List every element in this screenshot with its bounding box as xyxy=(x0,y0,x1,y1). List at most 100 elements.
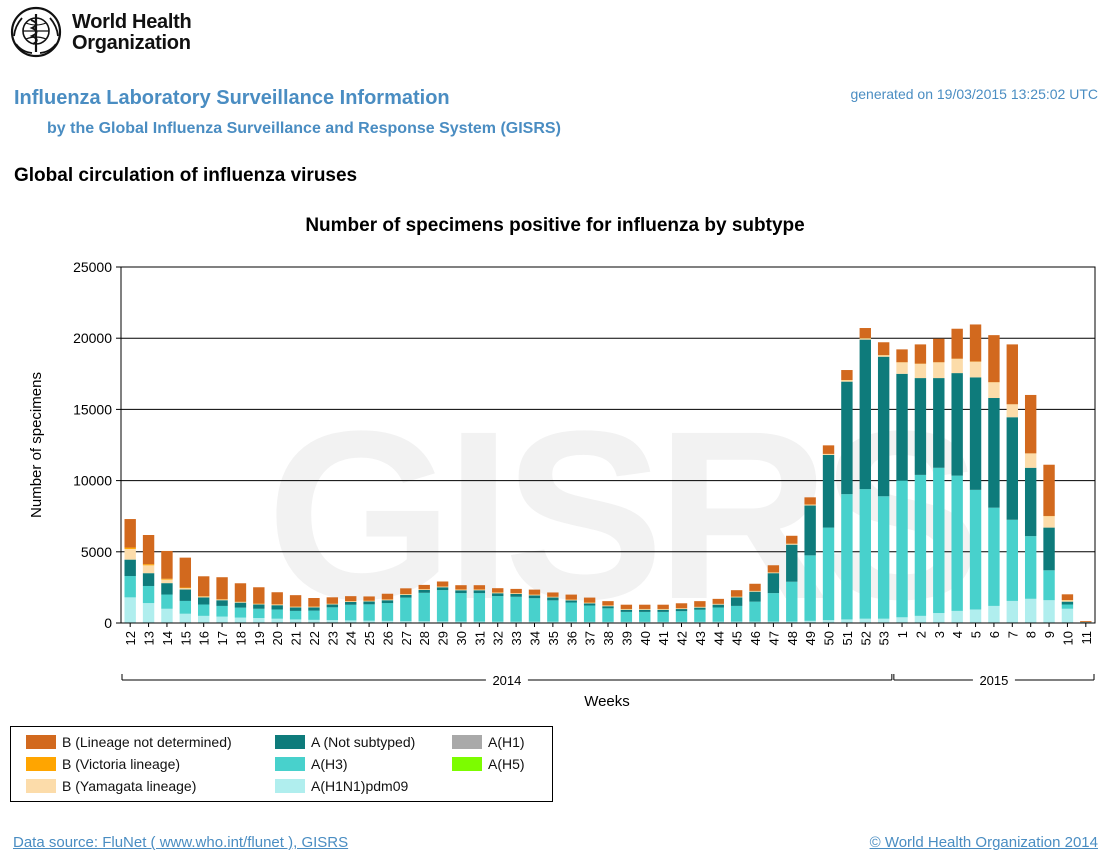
x-tick-label: 36 xyxy=(564,631,579,645)
data-source-link[interactable]: Data source: FluNet ( www.who.int/flunet… xyxy=(13,834,349,851)
bar-segment xyxy=(363,596,375,601)
bar-segment xyxy=(933,467,945,614)
bar-segment xyxy=(198,597,210,605)
bar-segment xyxy=(142,573,155,586)
who-emblem-icon xyxy=(10,6,62,58)
bar-segment xyxy=(694,607,706,608)
bar-segment xyxy=(271,604,283,606)
legend-item-a-h1: A(H1) xyxy=(452,734,525,750)
bar-segment xyxy=(510,588,522,594)
bar-segment xyxy=(822,445,835,454)
legend-swatch xyxy=(452,735,482,749)
bar-segment xyxy=(712,604,724,608)
bar-segment xyxy=(933,338,945,363)
bar-segment xyxy=(253,608,265,619)
bar-segment xyxy=(1006,417,1018,520)
bar-segment xyxy=(436,587,449,591)
bar-segment xyxy=(988,335,1000,383)
bar-segment xyxy=(1024,598,1037,623)
bar-segment xyxy=(988,398,1000,508)
x-tick-label: 34 xyxy=(527,631,542,645)
bar-segment xyxy=(565,599,577,601)
bar-segment xyxy=(914,615,927,623)
bar-segment xyxy=(381,603,394,621)
bar-segment xyxy=(308,619,320,623)
x-tick-label: 35 xyxy=(546,631,561,645)
bar-segment xyxy=(436,621,449,623)
chart-title: Number of specimens positive for influen… xyxy=(305,215,804,236)
bar-segment xyxy=(749,591,761,602)
bar-segment xyxy=(730,596,743,598)
bar-segment xyxy=(124,576,136,598)
bar-segment xyxy=(289,610,302,620)
legend-item-b-lineage-not-determined: B (Lineage not determined) xyxy=(26,734,232,750)
bar-segment xyxy=(547,597,559,601)
bar-segment xyxy=(877,618,890,623)
bar-segment xyxy=(841,381,853,495)
bar-segment xyxy=(547,600,559,622)
bar-segment xyxy=(271,592,283,605)
legend-swatch xyxy=(275,735,305,749)
bar-segment xyxy=(455,593,467,622)
bar-segment xyxy=(473,621,486,623)
x-tick-label: 48 xyxy=(785,631,800,645)
bar-segment xyxy=(786,543,798,545)
bar-segment xyxy=(528,594,541,596)
bars xyxy=(124,324,1092,623)
bar-segment xyxy=(234,602,247,603)
bar-segment xyxy=(583,605,596,622)
bar-segment xyxy=(510,621,522,623)
bar-segment xyxy=(234,602,247,608)
legend-label: B (Victoria lineage) xyxy=(62,756,181,772)
x-tick-label: 22 xyxy=(307,631,322,645)
legend-item-a-not-subtyped: A (Not subtyped) xyxy=(275,734,415,750)
bar-segment xyxy=(620,604,633,609)
bar-segment xyxy=(657,604,669,609)
bar-segment xyxy=(896,373,908,481)
bar-segment xyxy=(161,579,173,584)
x-tick-label: 2 xyxy=(913,631,928,638)
bar-segment xyxy=(786,621,798,623)
copyright-link[interactable]: © World Health Organization 2014 xyxy=(869,834,1098,851)
bar-segment xyxy=(345,620,357,623)
x-tick-label: 46 xyxy=(748,631,763,645)
bar-segment xyxy=(400,597,412,622)
bar-segment xyxy=(841,380,853,382)
bar-segment xyxy=(859,489,871,619)
bar-segment xyxy=(381,600,394,604)
legend-item-a-h1n1pdm09: A(H1N1)pdm09 xyxy=(275,778,408,794)
bar-segment xyxy=(1061,601,1074,605)
bar-segment xyxy=(547,621,559,623)
bar-segment xyxy=(657,609,669,612)
bar-segment xyxy=(620,609,633,610)
bar-segment xyxy=(822,454,835,455)
bar-segment xyxy=(896,617,908,623)
bar-segment xyxy=(767,573,780,594)
bar-segment xyxy=(142,535,155,565)
y-tick-label: 5000 xyxy=(81,544,112,560)
bar-segment xyxy=(528,595,541,599)
bar-segment xyxy=(1024,536,1037,599)
bar-segment xyxy=(492,621,504,623)
bar-segment xyxy=(142,603,155,623)
bar-segment xyxy=(914,378,927,475)
bar-segment xyxy=(969,377,982,490)
bar-segment xyxy=(749,583,761,591)
bar-segment xyxy=(657,609,669,610)
bar-segment xyxy=(326,604,339,608)
bar-segment xyxy=(675,611,688,622)
bar-segment xyxy=(712,621,724,623)
year-label: 2014 xyxy=(492,673,521,688)
bar-segment xyxy=(492,596,504,622)
generated-timestamp: generated on 19/03/2015 13:25:02 UTC xyxy=(850,86,1098,102)
bar-segment xyxy=(198,604,210,616)
bar-segment xyxy=(730,605,743,622)
bar-segment xyxy=(142,564,155,566)
x-tick-label: 25 xyxy=(362,631,377,645)
bar-segment xyxy=(804,555,816,621)
bar-segment xyxy=(455,589,467,591)
bar-segment xyxy=(877,356,890,497)
bar-segment xyxy=(767,565,780,573)
bar-segment xyxy=(253,587,265,604)
